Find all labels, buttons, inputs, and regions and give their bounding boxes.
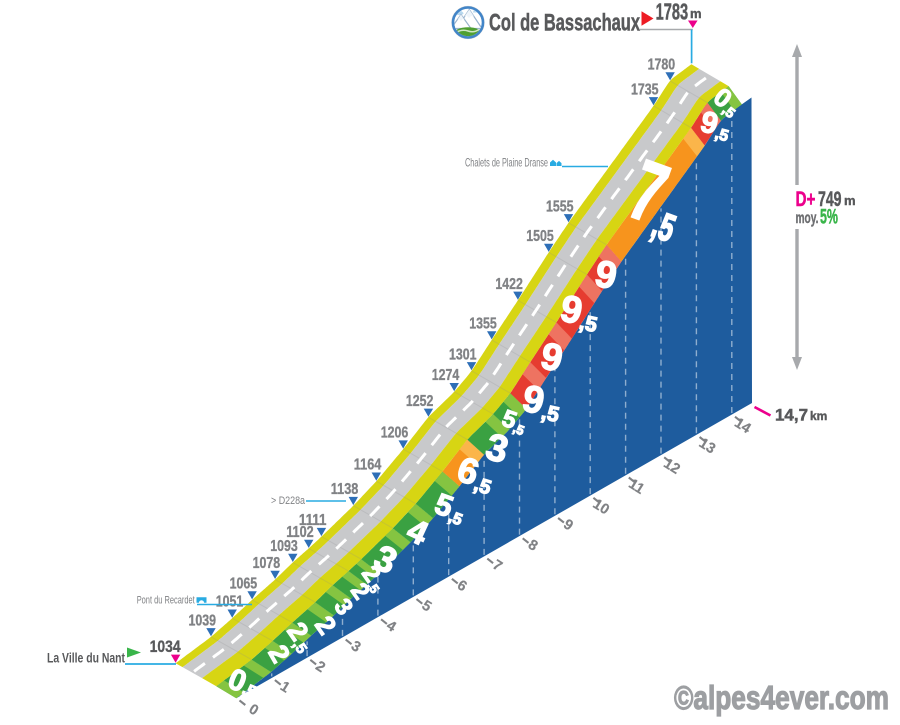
svg-text:1138: 1138 [331, 481, 359, 498]
svg-text:1102: 1102 [286, 524, 314, 541]
svg-text:Col de Bassachaux: Col de Bassachaux [489, 10, 640, 37]
svg-text:1301: 1301 [449, 346, 477, 363]
svg-text:6,5: 6,5 [452, 448, 500, 499]
svg-text:1164: 1164 [354, 457, 382, 474]
svg-text:Pont du Recardet: Pont du Recardet [137, 594, 195, 606]
svg-text:1093: 1093 [270, 538, 298, 555]
svg-text:Chalets de Plaine Dranse: Chalets de Plaine Dranse [465, 156, 548, 170]
svg-text:1735: 1735 [631, 81, 659, 98]
svg-text:m: m [690, 6, 702, 21]
svg-text:1034: 1034 [150, 637, 181, 656]
svg-text:D+: D+ [796, 188, 816, 211]
svg-text:749: 749 [818, 188, 842, 211]
svg-text:1252: 1252 [406, 393, 434, 410]
svg-text:m: m [844, 193, 856, 208]
svg-text:moy.: moy. [796, 210, 819, 227]
svg-text:14,7: 14,7 [775, 406, 808, 425]
svg-text:1783: 1783 [656, 0, 689, 24]
svg-text:1780: 1780 [648, 56, 676, 73]
svg-text:13: 13 [696, 435, 718, 457]
svg-text:1505: 1505 [526, 228, 554, 245]
svg-text:5%: 5% [820, 206, 838, 229]
svg-text:1422: 1422 [495, 276, 523, 293]
svg-text:1051: 1051 [216, 594, 244, 611]
svg-text:1555: 1555 [546, 198, 574, 215]
svg-text:1065: 1065 [230, 575, 258, 592]
svg-text:14: 14 [731, 415, 753, 437]
svg-text:1078: 1078 [253, 555, 281, 572]
svg-text:12: 12 [661, 456, 683, 478]
svg-text:10: 10 [590, 496, 612, 518]
svg-text:1274: 1274 [432, 367, 460, 384]
svg-text:km: km [810, 409, 827, 423]
svg-text:1111: 1111 [299, 512, 327, 529]
svg-text:9,5: 9,5 [519, 378, 566, 427]
svg-text:©alpes4ever.com: ©alpes4ever.com [674, 679, 889, 716]
svg-text:La Ville du Nant: La Ville du Nant [47, 650, 125, 666]
svg-text:1206: 1206 [381, 425, 409, 442]
svg-text:1039: 1039 [189, 612, 217, 629]
svg-text:9,5: 9,5 [557, 288, 604, 337]
svg-text:> D228a: > D228a [271, 495, 306, 507]
svg-text:1355: 1355 [469, 315, 497, 332]
svg-text:11: 11 [625, 476, 646, 498]
